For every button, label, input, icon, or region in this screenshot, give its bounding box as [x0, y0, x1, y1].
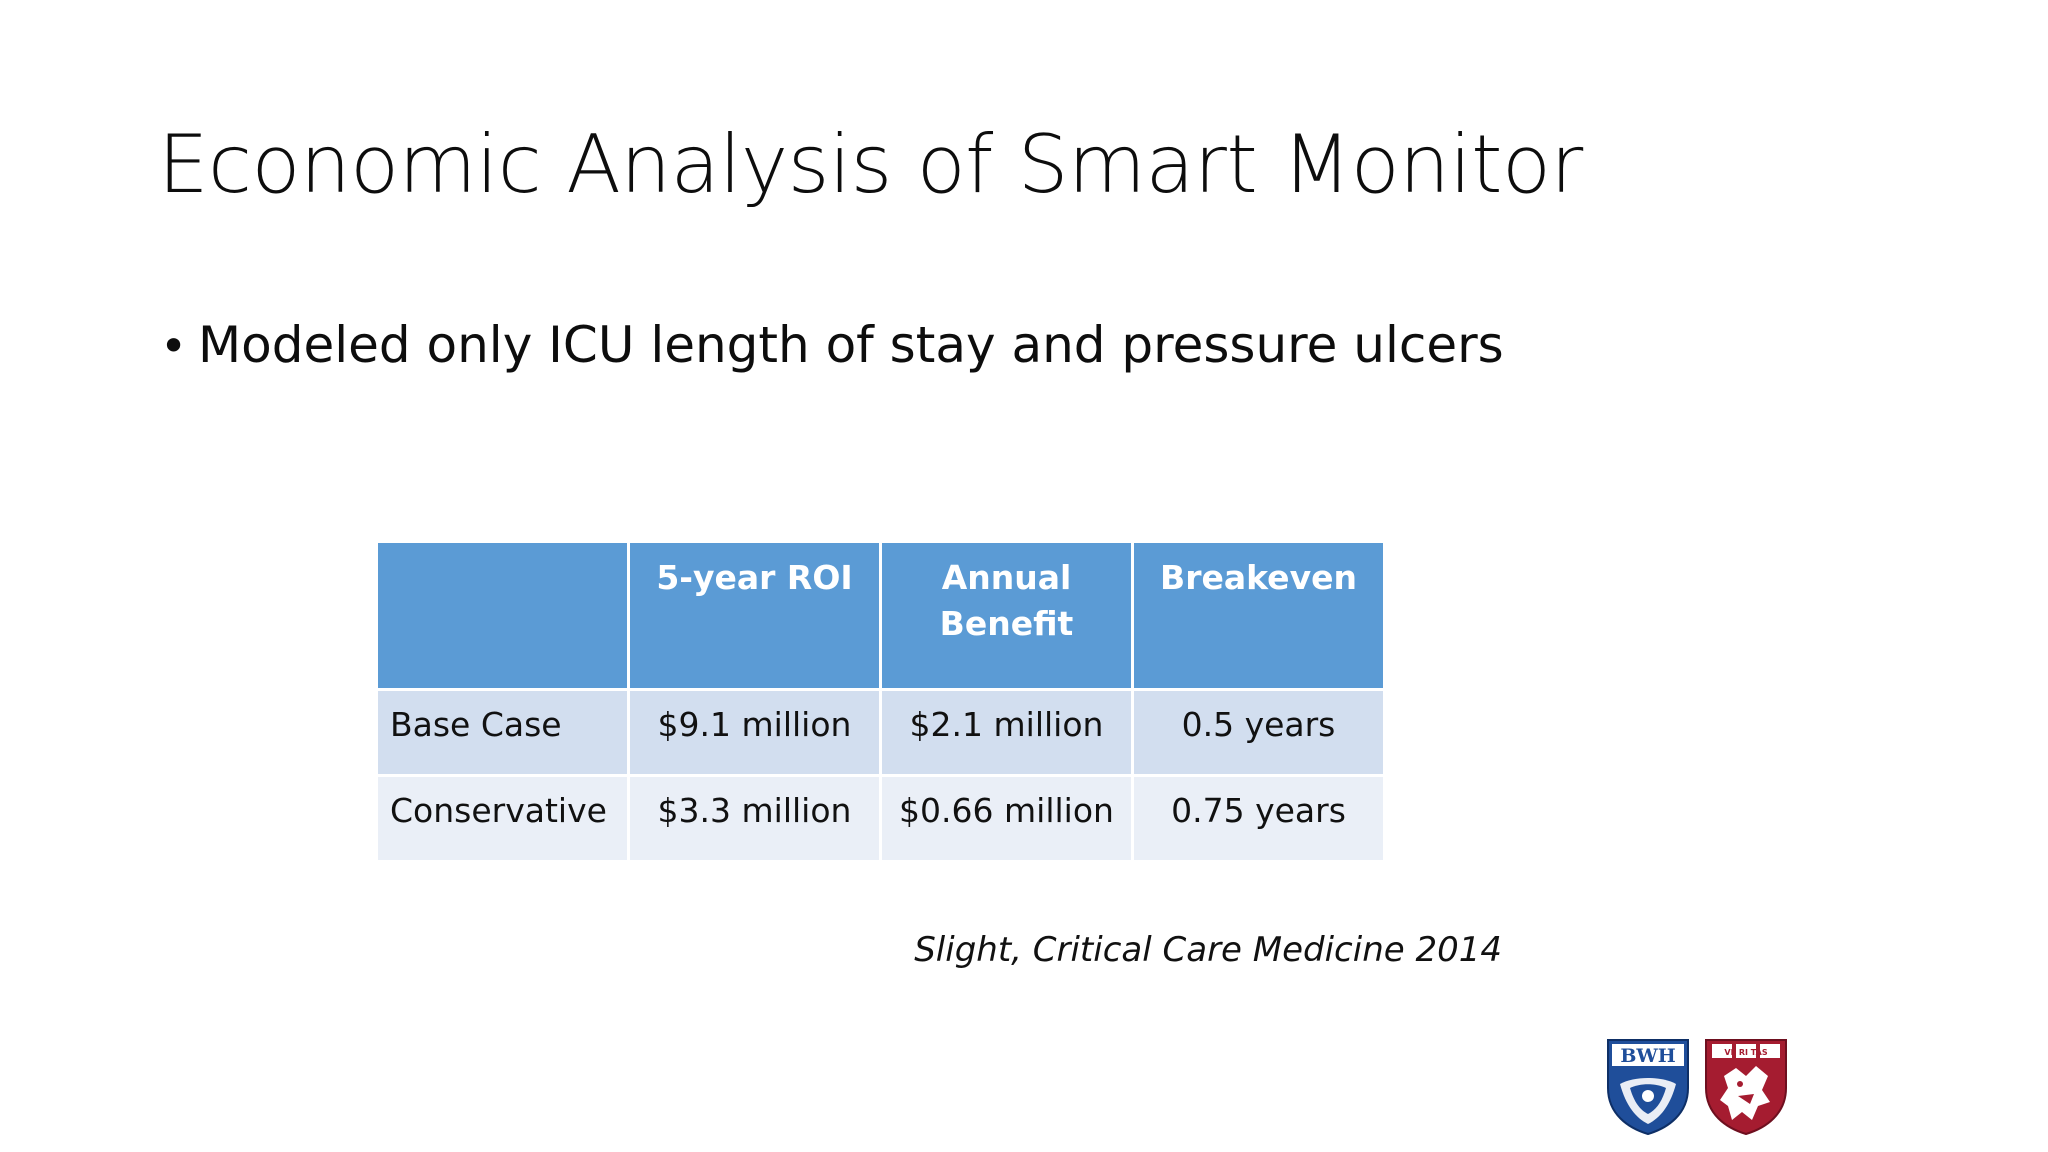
harvard-shield-logo: VE RI TAS [1705, 1039, 1787, 1136]
bullet-text: Modeled only ICU length of stay and pres… [198, 316, 1504, 374]
bwh-logo-text: BWH [1620, 1045, 1675, 1067]
table-cell: $0.66 million [879, 774, 1134, 863]
header-cell-annual-benefit: Annual Benefit [879, 540, 1134, 691]
header-cell-breakeven: Breakeven [1131, 540, 1386, 691]
table-cell: 0.5 years [1131, 688, 1386, 777]
logos: BWH VE RI TAS [1604, 1036, 1790, 1136]
table-header-row: 5-year ROI Annual Benefit Breakeven [375, 540, 1386, 691]
row-label-cell: Conservative [375, 774, 630, 863]
economic-table: 5-year ROI Annual Benefit Breakeven Base… [375, 540, 1386, 863]
table-cell: $9.1 million [627, 688, 882, 777]
table-row: Base Case $9.1 million $2.1 million 0.5 … [375, 688, 1386, 777]
row-label-cell: Base Case [375, 688, 630, 777]
table-cell: $3.3 million [627, 774, 882, 863]
bullet-icon: • [160, 319, 188, 373]
table-cell: 0.75 years [1131, 774, 1386, 863]
slide-title: Economic Analysis of Smart Monitor [158, 118, 1583, 211]
table-row: Conservative $3.3 million $0.66 million … [375, 774, 1386, 863]
harvard-logo-text: VE RI TAS [1724, 1048, 1767, 1057]
bullet-item: • Modeled only ICU length of stay and pr… [160, 316, 1504, 374]
bwh-logo: BWH [1607, 1039, 1689, 1136]
table-cell: $2.1 million [879, 688, 1134, 777]
header-cell-empty [375, 540, 630, 691]
header-cell-roi: 5-year ROI [627, 540, 882, 691]
citation: Slight, Critical Care Medicine 2014 [914, 930, 1502, 970]
